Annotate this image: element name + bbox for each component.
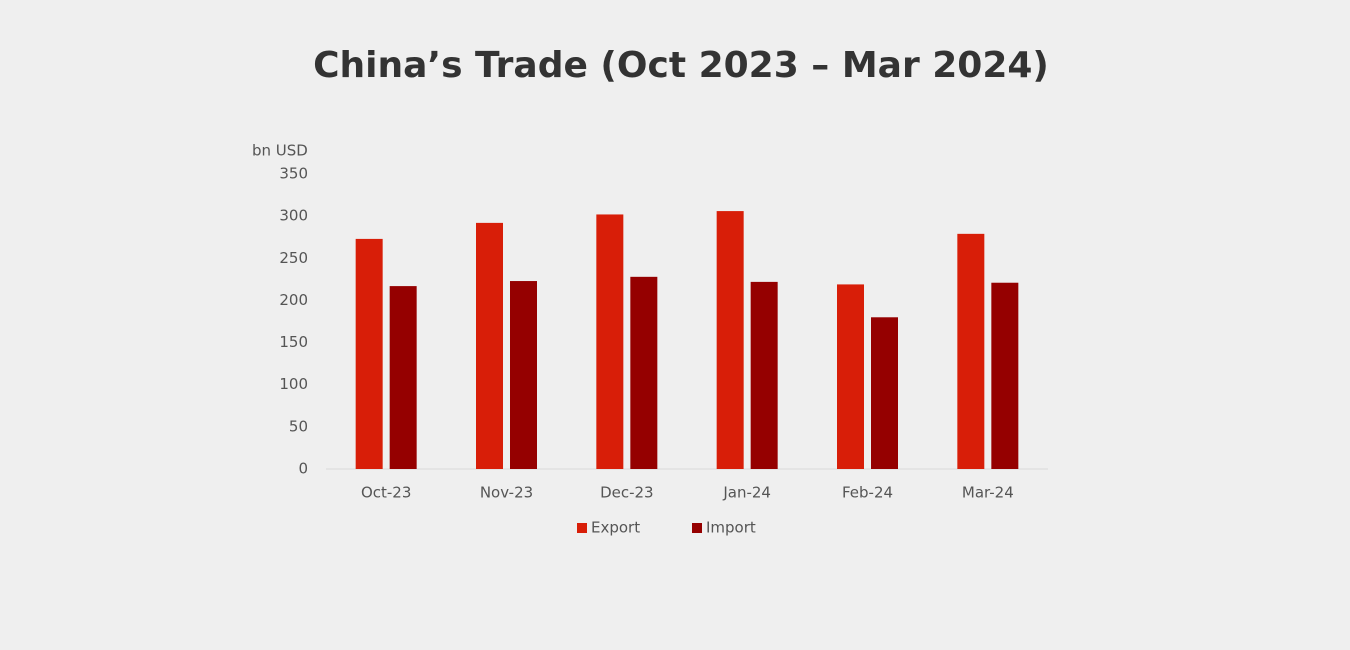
bar <box>510 281 537 469</box>
y-tick-label: 0 <box>298 460 308 478</box>
y-tick-label: 150 <box>279 333 308 351</box>
bar <box>389 286 417 469</box>
y-tick-label: 250 <box>279 249 308 267</box>
legend-label: Export <box>591 519 640 537</box>
x-tick-label: Feb-24 <box>842 484 893 502</box>
legend-swatch <box>577 523 587 533</box>
y-axis-label: bn USD <box>252 142 308 160</box>
bar <box>750 281 778 469</box>
x-tick-label: Jan-24 <box>722 484 771 502</box>
chart-title: China’s Trade (Oct 2023 – Mar 2024) <box>313 45 1049 86</box>
x-tick-label: Dec-23 <box>600 484 654 502</box>
bar <box>630 276 658 469</box>
bar <box>476 222 503 469</box>
bar <box>716 211 744 470</box>
y-tick-label: 300 <box>279 207 308 225</box>
y-tick-label: 50 <box>289 417 308 435</box>
y-tick-label: 100 <box>279 375 308 393</box>
bar <box>355 238 383 469</box>
bar <box>957 233 985 469</box>
bar <box>596 214 624 469</box>
legend-label: Import <box>706 519 756 537</box>
y-tick-label: 350 <box>279 165 308 183</box>
bar <box>991 282 1019 469</box>
x-tick-label: Nov-23 <box>480 484 533 502</box>
bar <box>837 284 864 469</box>
legend-swatch <box>692 523 702 533</box>
x-tick-label: Mar-24 <box>962 484 1014 502</box>
bar <box>871 317 898 469</box>
y-tick-label: 200 <box>279 291 308 309</box>
x-tick-label: Oct-23 <box>361 484 411 502</box>
